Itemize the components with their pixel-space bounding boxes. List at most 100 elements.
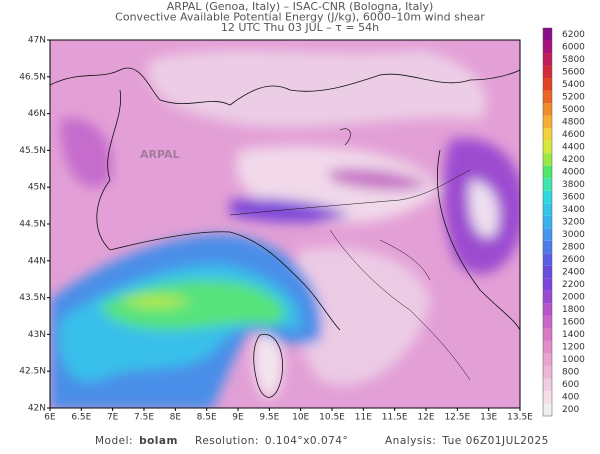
header-line: ARPAL (Genoa, Italy) – ISAC-CNR (Bologna… [167, 0, 434, 13]
lon-label: 9.5E [259, 413, 279, 423]
colorbar-swatch [543, 253, 552, 266]
colorbar-swatch [543, 128, 552, 141]
lat-label: 47N [28, 36, 46, 46]
colorbar-swatch [543, 228, 552, 241]
colorbar-label: 4200 [562, 155, 585, 165]
lat-label: 44N [28, 256, 46, 266]
colorbar-swatch [543, 340, 552, 354]
colorbar-label: 5600 [562, 67, 585, 77]
lon-label: 8.5E [197, 413, 217, 423]
lat-label: 43N [28, 330, 46, 340]
footer-item: Analysis: Tue 06Z01JUL2025 [385, 435, 549, 447]
colorbar-swatch [543, 28, 552, 41]
colorbar-label: 4400 [562, 142, 585, 152]
colorbar-label: 6000 [562, 42, 585, 52]
footer-label: Model: [95, 435, 133, 447]
colorbar: 200 400 600 800 1000 1200 1400 1600 1800 2000 2200… [542, 27, 585, 417]
colorbar-swatch [543, 178, 552, 191]
footer-label: Resolution: [195, 435, 259, 447]
colorbar-label: 5200 [562, 92, 585, 102]
lon-label: 6E [44, 413, 56, 423]
map: ARPAL [50, 40, 520, 408]
footer-value: 0.104°x0.074° [265, 435, 348, 447]
colorbar-swatch [543, 115, 552, 129]
colorbar-swatch [543, 90, 552, 104]
footer-label: Analysis: [385, 435, 436, 447]
colorbar-label: 2000 [562, 293, 585, 303]
colorbar-label: 3200 [562, 218, 585, 228]
footer-item: Model: bolam [95, 435, 178, 447]
colorbar-label: 600 [562, 380, 579, 390]
colorbar-label: 3400 [562, 205, 585, 215]
lon-label: 10.5E [319, 413, 345, 423]
lat-label: 46N [28, 109, 46, 119]
colorbar-label: 5800 [562, 55, 585, 65]
colorbar-swatch [543, 103, 552, 116]
colorbar-swatch [543, 153, 552, 166]
lat-label: 45N [28, 183, 46, 193]
colorbar-frame [542, 27, 553, 417]
colorbar-swatch [543, 165, 552, 179]
lat-label: 43.5N [19, 293, 46, 303]
lat-label: 46.5N [19, 72, 46, 82]
colorbar-label: 2800 [562, 243, 585, 253]
lon-label: 10E [292, 413, 309, 423]
footer-item: Resolution: 0.104°x0.074° [195, 435, 348, 447]
colorbar-label: 5000 [562, 105, 585, 115]
colorbar-swatch [543, 78, 552, 91]
colorbar-label: 4600 [562, 130, 585, 140]
header-line: 12 UTC Thu 03 JUL – τ = 54h [221, 21, 379, 34]
lon-label: 7E [107, 413, 119, 423]
colorbar-swatch [543, 203, 552, 216]
colorbar-label: 2400 [562, 268, 585, 278]
colorbar-swatch [543, 65, 552, 79]
lon-label: 12.5E [444, 413, 470, 423]
colorbar-swatch [543, 328, 552, 341]
colorbar-label: 6200 [562, 30, 585, 40]
lon-label: 11E [355, 413, 372, 423]
colorbar-swatch [543, 140, 552, 154]
lon-label: 12E [417, 413, 434, 423]
lat-label: 42N [28, 404, 46, 414]
colorbar-swatch [543, 403, 552, 416]
colorbar-swatch [543, 278, 552, 291]
colorbar-swatch [543, 40, 552, 54]
header: ARPAL (Genoa, Italy) – ISAC-CNR (Bologna… [115, 0, 485, 34]
colorbar-label: 800 [562, 368, 579, 378]
colorbar-swatch [543, 365, 552, 379]
footer-value: Tue 06Z01JUL2025 [441, 435, 549, 447]
lat-label: 45.5N [19, 146, 46, 156]
colorbar-swatch [543, 353, 552, 366]
lon-label: 13.5E [507, 413, 533, 423]
colorbar-label: 2600 [562, 255, 585, 265]
colorbar-label: 3600 [562, 192, 585, 202]
colorbar-swatch [543, 240, 552, 254]
colorbar-swatch [543, 390, 552, 404]
colorbar-label: 400 [562, 393, 579, 403]
colorbar-label: 2200 [562, 280, 585, 290]
lon-label: 11.5E [382, 413, 408, 423]
watermark: ARPAL [140, 148, 180, 161]
colorbar-label: 4800 [562, 117, 585, 127]
colorbar-label: 3000 [562, 230, 585, 240]
colorbar-label: 200 [562, 405, 579, 415]
colorbar-label: 3800 [562, 180, 585, 190]
footer: Model: bolam Resolution: 0.104°x0.074° Analy… [95, 435, 549, 447]
lon-label: 13E [480, 413, 497, 423]
colorbar-swatch [543, 290, 552, 304]
colorbar-swatch [543, 265, 552, 279]
colorbar-label: 1400 [562, 330, 585, 340]
lon-label: 6.5E [71, 413, 91, 423]
colorbar-label: 1800 [562, 305, 585, 315]
colorbar-swatch [543, 53, 552, 66]
header-line: Convective Available Potential Energy (J… [115, 11, 485, 24]
colorbar-swatch [543, 315, 552, 329]
colorbar-swatch [543, 190, 552, 204]
map-axes: 47N 46.5N 46N 45.5N 45N 44.5N 44N 43.5N 43N 42.5N… [19, 36, 533, 423]
colorbar-label: 1000 [562, 355, 585, 365]
colorbar-swatch [543, 378, 552, 391]
lon-label: 8E [170, 413, 182, 423]
colorbar-label: 1200 [562, 343, 585, 353]
colorbar-label: 5400 [562, 80, 585, 90]
